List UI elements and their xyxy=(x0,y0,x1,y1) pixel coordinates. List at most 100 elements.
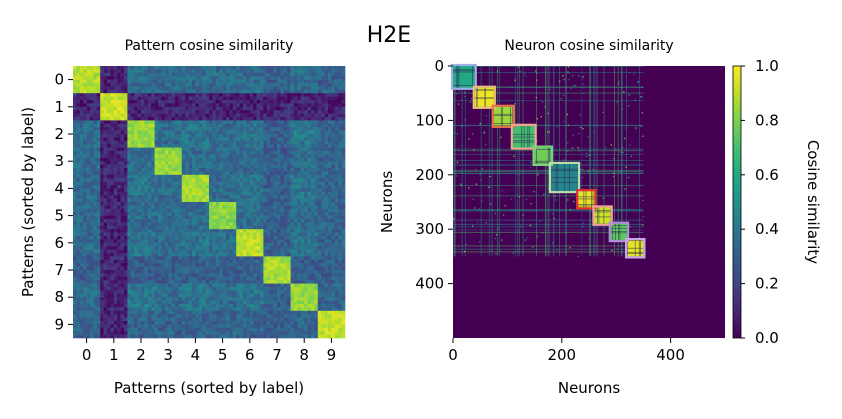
pattern-heatmap-cell xyxy=(236,113,240,118)
pattern-heatmap-cell xyxy=(195,174,200,179)
pattern-heatmap-cell xyxy=(297,266,302,271)
pattern-heatmap-cell xyxy=(154,103,159,108)
pattern-heatmap-cell xyxy=(273,270,278,274)
pattern-heatmap-cell xyxy=(107,198,111,203)
pattern-heatmap-cell xyxy=(147,225,152,230)
pattern-heatmap-cell xyxy=(110,239,115,244)
pattern-heatmap-cell xyxy=(215,147,220,152)
pattern-heatmap-cell xyxy=(100,232,104,237)
pattern-heatmap-cell xyxy=(103,106,108,111)
pattern-heatmap-cell xyxy=(249,120,254,125)
pattern-heatmap-cell xyxy=(124,123,128,128)
pattern-heatmap-cell xyxy=(188,164,193,169)
pattern-heatmap-cell xyxy=(304,215,308,220)
pattern-heatmap-cell xyxy=(168,276,172,281)
pattern-heatmap-cell xyxy=(188,270,193,274)
pattern-heatmap-cell xyxy=(222,113,227,118)
pattern-heatmap-cell xyxy=(328,117,332,121)
pattern-heatmap-cell xyxy=(73,208,77,213)
pattern-heatmap-cell xyxy=(130,110,135,114)
pattern-heatmap-cell xyxy=(144,225,149,230)
pattern-heatmap-cell xyxy=(103,164,108,169)
pattern-heatmap-cell xyxy=(158,191,162,196)
pattern-heatmap-cell xyxy=(76,93,81,97)
pattern-heatmap-cell xyxy=(181,140,186,145)
pattern-heatmap-cell xyxy=(96,72,101,77)
pattern-heatmap-cell xyxy=(229,212,234,216)
pattern-heatmap-cell xyxy=(181,185,186,189)
pattern-heatmap-cell xyxy=(79,140,84,145)
pattern-heatmap-cell xyxy=(192,259,196,264)
pattern-heatmap-cell xyxy=(181,259,186,264)
pattern-heatmap-cell xyxy=(256,93,261,97)
pattern-heatmap-cell xyxy=(222,127,227,131)
pattern-heatmap-cell xyxy=(222,242,227,247)
pattern-heatmap-cell xyxy=(266,151,271,155)
pattern-heatmap-cell xyxy=(96,222,101,227)
pattern-heatmap-cell xyxy=(73,195,77,199)
pattern-heatmap-cell xyxy=(311,270,315,274)
pattern-heatmap-cell xyxy=(266,140,271,145)
pattern-heatmap-cell xyxy=(195,191,200,196)
pattern-heatmap-cell xyxy=(141,134,145,138)
pattern-heatmap-cell xyxy=(253,69,257,74)
pattern-heatmap-cell xyxy=(83,113,87,118)
pattern-heatmap-cell xyxy=(171,168,176,172)
pattern-heatmap-cell xyxy=(246,123,251,128)
pattern-heatmap-cell xyxy=(151,154,155,159)
pattern-heatmap-cell xyxy=(277,181,281,186)
pattern-heatmap-cell xyxy=(270,229,274,233)
pattern-heatmap-cell xyxy=(270,195,274,199)
pattern-heatmap-cell xyxy=(287,270,291,274)
pattern-heatmap-cell xyxy=(83,72,87,77)
pattern-heatmap-cell xyxy=(341,134,346,138)
pattern-heatmap-cell xyxy=(331,232,336,237)
pattern-heatmap-cell xyxy=(283,181,288,186)
pattern-heatmap-cell xyxy=(236,110,240,114)
pattern-heatmap-cell xyxy=(124,96,128,101)
pattern-heatmap-cell xyxy=(117,266,121,271)
pattern-heatmap-cell xyxy=(154,93,159,97)
pattern-heatmap-cell xyxy=(219,66,223,70)
pattern-heatmap-cell xyxy=(287,93,291,97)
pattern-heatmap-cell xyxy=(253,256,257,261)
pattern-heatmap-cell xyxy=(79,205,84,210)
pattern-heatmap-cell xyxy=(239,215,244,220)
pattern-heatmap-cell xyxy=(124,83,128,87)
pattern-heatmap-cell xyxy=(76,120,81,125)
pattern-heatmap-cell xyxy=(300,144,305,148)
pattern-heatmap-cell xyxy=(171,154,176,159)
pattern-heatmap-cell xyxy=(202,205,206,210)
pattern-heatmap-cell xyxy=(117,154,121,159)
pattern-heatmap-cell xyxy=(175,198,179,203)
pattern-heatmap-cell xyxy=(192,202,196,206)
pattern-heatmap-cell xyxy=(338,219,342,223)
pattern-heatmap-cell xyxy=(328,86,332,91)
pattern-heatmap-cell xyxy=(331,178,336,182)
pattern-heatmap-cell xyxy=(232,117,237,121)
pattern-heatmap-cell xyxy=(280,198,285,203)
pattern-heatmap-cell xyxy=(192,140,196,145)
pattern-heatmap-cell xyxy=(280,83,285,87)
pattern-heatmap-cell xyxy=(188,100,193,104)
pattern-heatmap-cell xyxy=(273,181,278,186)
pattern-heatmap-cell xyxy=(93,144,98,148)
pattern-heatmap-cell xyxy=(195,202,200,206)
pattern-heatmap-cell xyxy=(260,69,264,74)
pattern-heatmap-cell xyxy=(215,263,220,267)
pattern-heatmap-cell xyxy=(290,273,295,278)
pattern-heatmap-cell xyxy=(232,191,237,196)
pattern-heatmap-cell xyxy=(107,93,111,97)
pattern-heatmap-cell xyxy=(205,76,210,80)
pattern-heatmap-cell xyxy=(314,266,319,271)
pattern-heatmap-cell xyxy=(324,174,329,179)
pattern-heatmap-cell xyxy=(202,215,206,220)
pattern-heatmap-cell xyxy=(127,249,132,254)
pattern-heatmap-cell xyxy=(243,215,247,220)
pattern-heatmap-cell xyxy=(134,123,138,128)
pattern-heatmap-cell xyxy=(300,79,305,84)
pattern-heatmap-cell xyxy=(164,113,169,118)
pattern-heatmap-cell xyxy=(334,202,339,206)
pattern-heatmap-cell xyxy=(222,123,227,128)
pattern-heatmap-cell xyxy=(341,120,346,125)
